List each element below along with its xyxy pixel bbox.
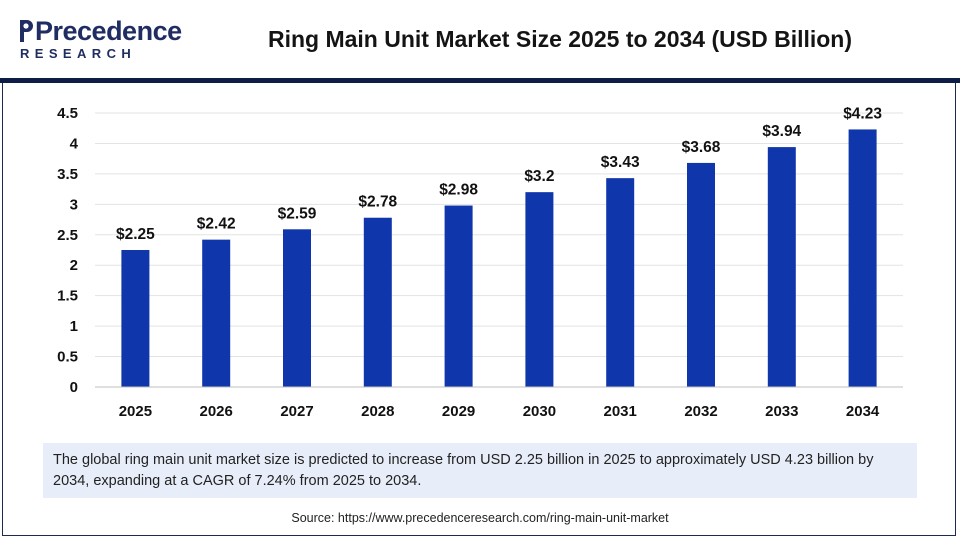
logo-wordmark: Precedence (35, 16, 182, 46)
y-tick-label: 0 (70, 379, 78, 396)
bar (283, 229, 311, 387)
bars (121, 129, 877, 387)
bar-chart: 0 0.5 1 1.5 2 2.5 3 3.5 4 4.5 $2.25 $2.42 $2.59 $2.7… (57, 105, 903, 420)
x-axis-ticks: 2025 2026 2027 2028 2029 2030 2031 2032 2033 2034 (119, 403, 880, 420)
data-label: $2.42 (197, 216, 236, 233)
x-tick-label: 2034 (846, 403, 880, 420)
y-tick-label: 4.5 (57, 105, 78, 122)
y-axis-ticks: 0 0.5 1 1.5 2 2.5 3 3.5 4 4.5 (57, 105, 79, 396)
x-tick-label: 2030 (523, 403, 556, 420)
y-tick-label: 3.5 (57, 166, 78, 183)
bar (606, 178, 635, 387)
data-label: $3.43 (601, 154, 640, 171)
header-rule (0, 78, 960, 83)
x-tick-label: 2028 (361, 403, 394, 420)
bar (202, 239, 231, 387)
x-tick-label: 2032 (684, 403, 717, 420)
y-tick-label: 1 (70, 318, 78, 335)
data-label: $3.2 (524, 168, 554, 185)
data-labels: $2.25 $2.42 $2.59 $2.78 $2.98 $3.2 $3.43 $3.68 $… (116, 105, 882, 243)
x-tick-label: 2031 (604, 403, 637, 420)
y-tick-label: 2 (70, 257, 78, 274)
logo-subtitle: RESEARCH (20, 46, 137, 61)
y-tick-label: 1.5 (57, 288, 78, 305)
x-tick-label: 2029 (442, 403, 475, 420)
data-label: $2.25 (116, 226, 155, 243)
logo-mark-icon (20, 20, 33, 42)
source-citation: Source: https://www.precedenceresearch.c… (291, 511, 669, 525)
bar (767, 147, 796, 387)
bar (848, 129, 877, 387)
bar (121, 250, 150, 387)
x-tick-label: 2026 (200, 403, 233, 420)
summary-text: The global ring main unit market size is… (53, 452, 874, 489)
bar (444, 205, 473, 387)
header: Precedence RESEARCH Ring Main Unit Marke… (0, 0, 960, 78)
data-label: $2.98 (439, 182, 478, 199)
data-label: $4.23 (843, 105, 882, 122)
x-tick-label: 2025 (119, 403, 152, 420)
x-tick-label: 2033 (765, 403, 798, 420)
chart-title: Ring Main Unit Market Size 2025 to 2034 … (267, 26, 853, 52)
data-label: $2.59 (278, 205, 317, 222)
bar (363, 217, 392, 387)
bar (525, 192, 554, 387)
y-tick-label: 4 (70, 135, 79, 152)
y-tick-label: 2.5 (57, 227, 78, 244)
data-label: $3.68 (682, 139, 721, 156)
x-tick-label: 2027 (280, 403, 313, 420)
bar (687, 162, 715, 387)
data-label: $3.94 (762, 123, 801, 140)
y-tick-label: 3 (70, 196, 78, 213)
y-tick-label: 0.5 (57, 349, 78, 366)
precedence-research-logo: Precedence RESEARCH (18, 16, 182, 62)
data-label: $2.78 (358, 194, 397, 211)
summary-note: The global ring main unit market size is… (43, 443, 917, 498)
